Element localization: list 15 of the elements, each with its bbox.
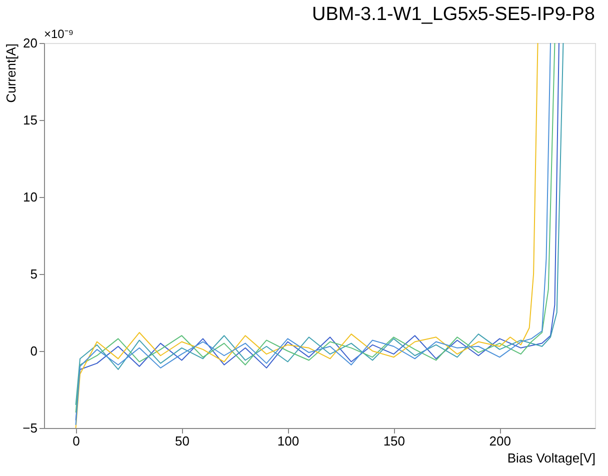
- y-tick-label: 5: [30, 266, 38, 282]
- x-tick-label: 0: [72, 434, 80, 448]
- y-tick-label: 15: [23, 112, 38, 128]
- x-tick-label: 50: [175, 434, 190, 448]
- x-axis-title: Bias Voltage[V]: [507, 450, 596, 466]
- y-tick-label: 10: [23, 190, 38, 204]
- y-tick-label: −5: [22, 420, 38, 436]
- chart-title: UBM-3.1-W1_LG5x5-SE5-IP9-P8: [312, 4, 595, 25]
- x-tick-label: 200: [489, 434, 511, 448]
- y-axis-title: Current[A]: [4, 44, 19, 103]
- y-tick-label: 20: [23, 36, 38, 50]
- y-tick-label: 0: [30, 344, 38, 358]
- x-tick-label: 100: [277, 434, 300, 448]
- text: ×10⁻⁹: [44, 27, 74, 41]
- x-tick-label: 150: [383, 434, 406, 448]
